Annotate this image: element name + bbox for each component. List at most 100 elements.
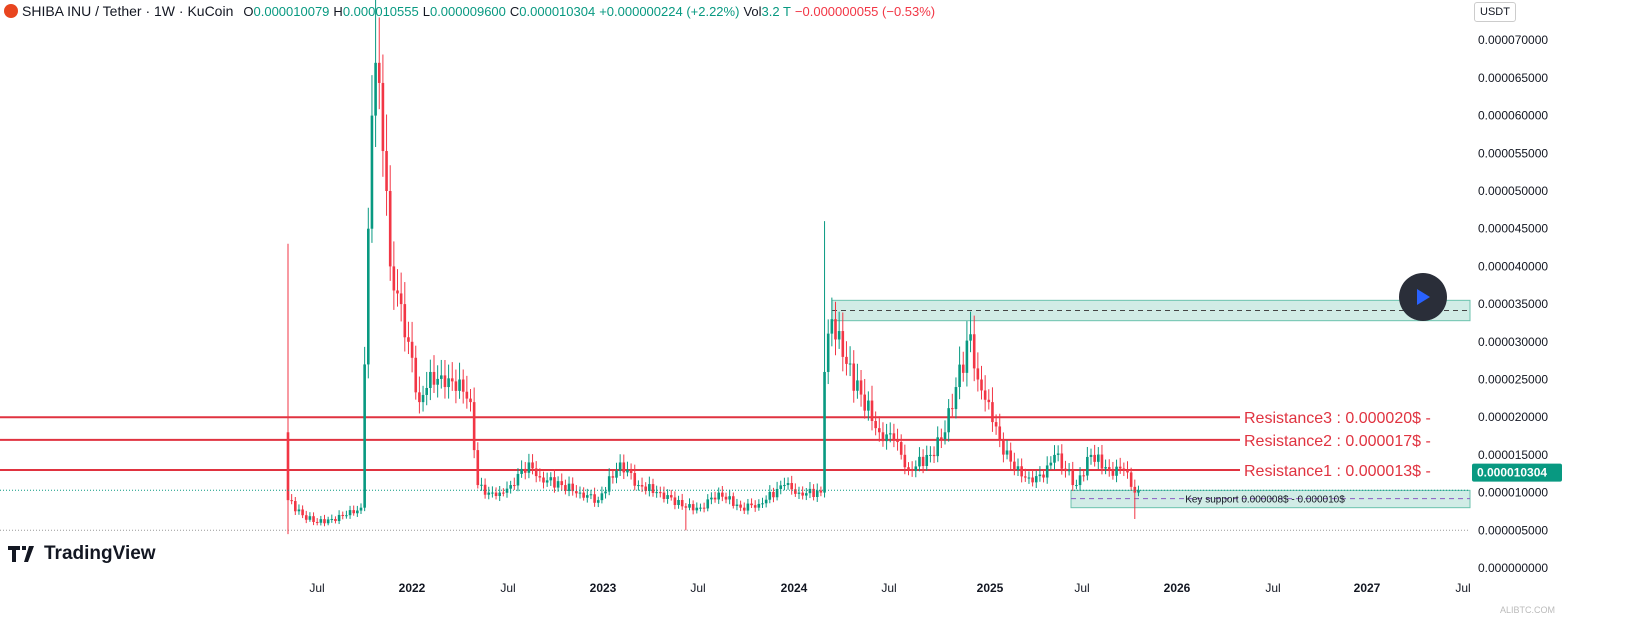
x-tick-label: Jul	[881, 581, 896, 595]
y-tick-label: 0.000015000	[1478, 448, 1548, 462]
candle-body	[812, 488, 815, 497]
y-tick-label: 0.000035000	[1478, 297, 1548, 311]
candle-body	[377, 62, 381, 83]
candle-body	[407, 337, 410, 342]
candle-body	[1024, 476, 1027, 478]
candle-body	[669, 495, 673, 498]
candle-body	[717, 492, 720, 500]
play-button[interactable]	[1399, 273, 1447, 321]
candle-body	[852, 363, 856, 391]
x-tick-label: Jul	[1455, 581, 1470, 595]
candle-body	[892, 433, 896, 440]
low-value: 0.000009600	[429, 3, 506, 19]
open-value: 0.000010079	[253, 3, 330, 19]
candle-body	[903, 454, 907, 468]
candle-body	[826, 333, 830, 372]
candle-body	[1122, 468, 1126, 470]
currency-button[interactable]: USDT	[1474, 2, 1516, 22]
candle-body	[958, 364, 961, 388]
candle-body	[553, 477, 556, 488]
candle-body	[290, 500, 293, 502]
close-value: 0.000010304	[519, 3, 596, 19]
candle-body	[578, 492, 582, 494]
candle-body	[1115, 466, 1118, 476]
candle-body	[472, 402, 476, 451]
candle-body	[976, 368, 980, 380]
candle-body	[403, 304, 407, 338]
y-tick-label: 0.000025000	[1478, 373, 1548, 387]
y-tick-label: 0.000010000	[1478, 486, 1548, 500]
candle-body	[932, 454, 936, 457]
candle-body	[947, 408, 950, 433]
candle-body	[418, 392, 421, 403]
candle-body	[659, 492, 662, 494]
candle-body	[655, 492, 658, 494]
candle-body	[1009, 450, 1012, 462]
candle-body	[582, 492, 585, 498]
candle-body	[724, 496, 728, 500]
candle-body	[545, 480, 549, 483]
candle-body	[899, 442, 903, 455]
candle-body	[520, 468, 523, 474]
candle-body	[359, 507, 363, 511]
candle-body	[1093, 454, 1096, 462]
candle-body	[593, 494, 596, 503]
candle-body	[611, 476, 615, 478]
x-tick-label: Jul	[1074, 581, 1089, 595]
candle-body	[363, 364, 366, 508]
candle-body	[549, 477, 553, 481]
candle-body	[542, 477, 545, 483]
y-tick-label: 0.000070000	[1478, 33, 1548, 47]
candle-body	[1126, 469, 1129, 473]
candle-body	[834, 319, 837, 340]
candle-body	[830, 319, 834, 334]
candle-body	[502, 492, 505, 494]
candle-body	[367, 228, 370, 365]
candle-body	[556, 481, 560, 488]
symbol-title[interactable]: SHIBA INU / Tether · 1W · KuCoin	[22, 3, 234, 19]
candle-body	[753, 505, 757, 508]
candle-body	[516, 473, 520, 486]
candle-body	[965, 340, 969, 373]
candle-body	[1082, 475, 1085, 477]
candle-body	[746, 503, 750, 511]
candle-body	[348, 510, 352, 516]
resistance-label: Resistance1 : 0.000013$ -	[1244, 463, 1431, 480]
candle-body	[1078, 475, 1082, 486]
y-tick-label: 0.000000000	[1478, 561, 1548, 575]
y-tick-label: 0.000060000	[1478, 109, 1548, 123]
candle-body	[881, 432, 885, 442]
candle-body	[352, 510, 355, 514]
candle-body	[425, 387, 428, 395]
candle-body	[618, 462, 622, 471]
candle-body	[921, 456, 925, 467]
candle-body	[739, 504, 742, 508]
shib-logo-icon	[4, 4, 18, 18]
candle-body	[863, 394, 866, 411]
candle-body	[695, 507, 699, 511]
y-tick-label: 0.000065000	[1478, 71, 1548, 85]
candle-body	[859, 380, 863, 395]
candle-body	[706, 499, 710, 509]
candle-body	[710, 497, 713, 500]
open-label: O	[243, 3, 254, 19]
candle-body	[315, 521, 319, 523]
candle-body	[644, 486, 647, 492]
candle-body	[1034, 476, 1038, 483]
candle-body	[980, 379, 983, 391]
candle-body	[575, 491, 578, 494]
resistance-label: Resistance3 : 0.000020$ -	[1244, 410, 1431, 427]
candle-body	[815, 490, 819, 497]
candle-body	[732, 496, 735, 506]
candle-body	[447, 378, 450, 388]
candle-body	[1013, 461, 1016, 470]
candle-body	[1089, 454, 1093, 457]
candle-body	[721, 492, 724, 497]
candle-body	[586, 495, 589, 498]
candle-body	[523, 468, 527, 473]
close-label: C	[509, 3, 520, 19]
low-label: L	[422, 3, 430, 19]
x-tick-label: 2025	[977, 581, 1004, 595]
candle-body	[764, 499, 768, 504]
